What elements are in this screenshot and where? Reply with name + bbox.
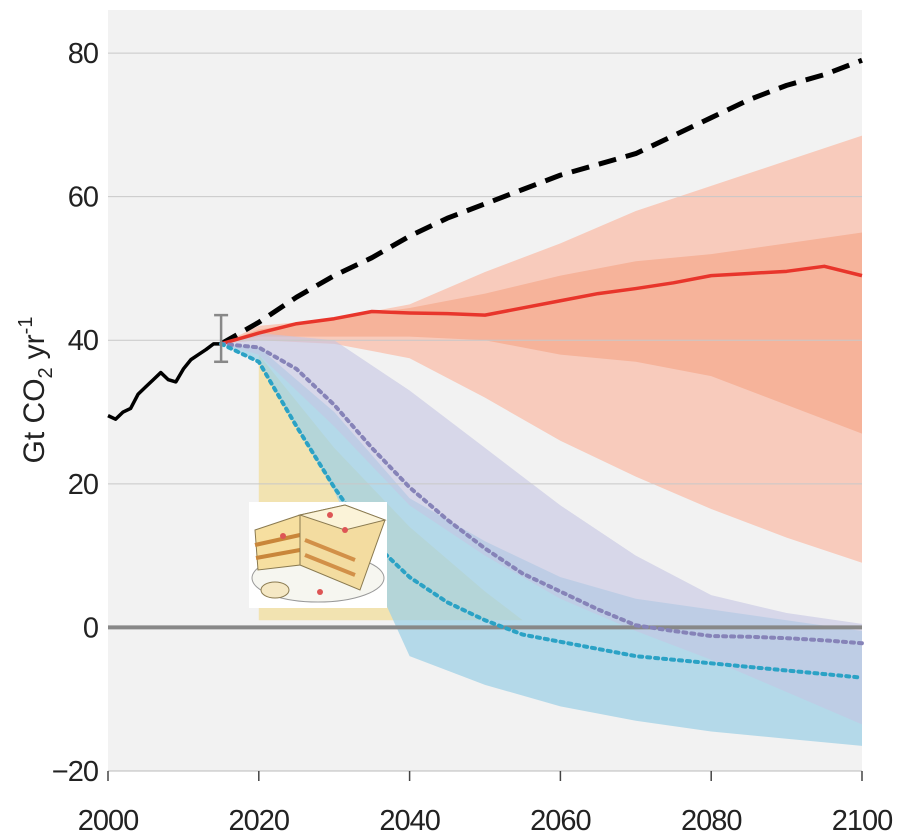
range-band <box>221 232 863 434</box>
series-line <box>219 57 863 347</box>
y-tick-label: 80 <box>68 38 98 70</box>
y-tick-label: 60 <box>68 182 98 214</box>
x-tick-label: 2080 <box>681 805 742 835</box>
y-label-unit: yr <box>18 334 51 359</box>
y-axis-label: Gt CO2 yr-1 <box>15 317 57 464</box>
y-label-sup: -1 <box>15 317 37 335</box>
y-label-sub: 2 <box>35 367 57 378</box>
x-tick-label: 2040 <box>379 805 440 835</box>
y-tick-label: 20 <box>68 469 98 501</box>
x-tick-label: 2000 <box>78 805 139 835</box>
series-line <box>107 342 222 421</box>
lines <box>107 57 864 680</box>
x-tick-label: 2060 <box>530 805 591 835</box>
y-tick-label: −20 <box>52 756 98 788</box>
x-tick-label: 2100 <box>832 805 893 835</box>
y-tick-label: 0 <box>83 612 98 644</box>
y-label-text: Gt CO <box>18 378 51 463</box>
cake-illustration <box>249 502 387 608</box>
x-tick-label: 2020 <box>229 805 290 835</box>
series-line <box>220 264 863 346</box>
series-line <box>219 341 864 646</box>
y-tick-label: 40 <box>68 325 98 357</box>
series-line <box>219 341 864 680</box>
